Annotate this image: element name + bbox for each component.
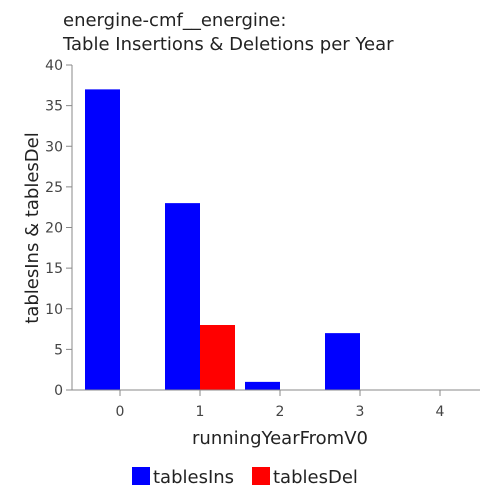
x-tick-label: 2 [276, 404, 285, 420]
y-tick-label: 0 [54, 383, 63, 399]
legend-swatch-tablesDel [252, 467, 270, 485]
legend-swatch-tablesIns [132, 467, 150, 485]
x-tick-label: 4 [436, 404, 445, 420]
x-tick-label: 0 [116, 404, 125, 420]
bar-tablesDel-1 [200, 325, 235, 390]
legend: tablesIns tablesDel [132, 467, 358, 488]
y-tick-label: 40 [45, 58, 63, 74]
y-axis-label: tablesIns & tablesDel [22, 132, 43, 323]
y-tick-label: 35 [45, 99, 63, 115]
y-tick-label: 5 [54, 342, 63, 358]
legend-label-tablesDel: tablesDel [273, 467, 358, 488]
legend-label-tablesIns: tablesIns [153, 467, 234, 488]
bar-tablesIns-1 [165, 203, 200, 390]
y-axis: 0 5 10 15 20 25 30 35 40 [45, 58, 72, 399]
y-tick-label: 20 [45, 221, 63, 237]
bars [85, 89, 360, 390]
y-tick-label: 25 [45, 180, 63, 196]
y-tick-label: 15 [45, 261, 63, 277]
x-axis-label: runningYearFromV0 [192, 428, 368, 449]
bar-tablesIns-2 [245, 381, 280, 390]
bar-tablesIns-0 [85, 89, 120, 390]
x-axis: 0 1 2 3 4 [116, 390, 445, 420]
chart-title-line-1: energine-cmf__energine: [63, 10, 286, 31]
x-tick-label: 3 [356, 404, 365, 420]
y-tick-label: 30 [45, 139, 63, 155]
y-tick-label: 10 [45, 302, 63, 318]
x-tick-label: 1 [196, 404, 205, 420]
bar-tablesIns-3 [325, 333, 360, 390]
chart-title-line-2: Table Insertions & Deletions per Year [62, 34, 394, 55]
